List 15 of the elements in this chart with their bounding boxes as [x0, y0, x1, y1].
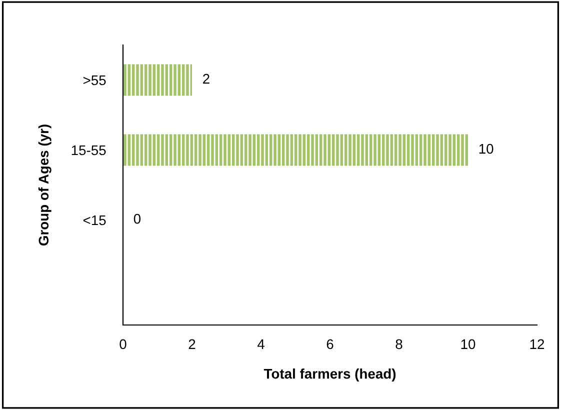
y-tick-label: >55 — [83, 75, 106, 86]
x-tick-label: 6 — [326, 339, 334, 350]
x-tick-label: 4 — [257, 339, 264, 349]
y-tick-label: <15 — [83, 215, 106, 226]
data-label: 0 — [134, 214, 141, 224]
data-label: 10 — [479, 144, 494, 154]
x-axis-title: Total farmers (head) — [264, 368, 396, 382]
y-tick-label: 15-55 — [72, 145, 106, 156]
x-tick-label: 2 — [188, 339, 196, 349]
x-tick-label: 12 — [530, 339, 544, 349]
x-tick-label: 0 — [120, 339, 126, 350]
y-axis-title: Group of Ages (yr) — [38, 124, 52, 246]
data-label: 2 — [203, 74, 210, 84]
x-tick-label: 10 — [461, 339, 476, 350]
x-tick-label: 8 — [396, 339, 402, 350]
